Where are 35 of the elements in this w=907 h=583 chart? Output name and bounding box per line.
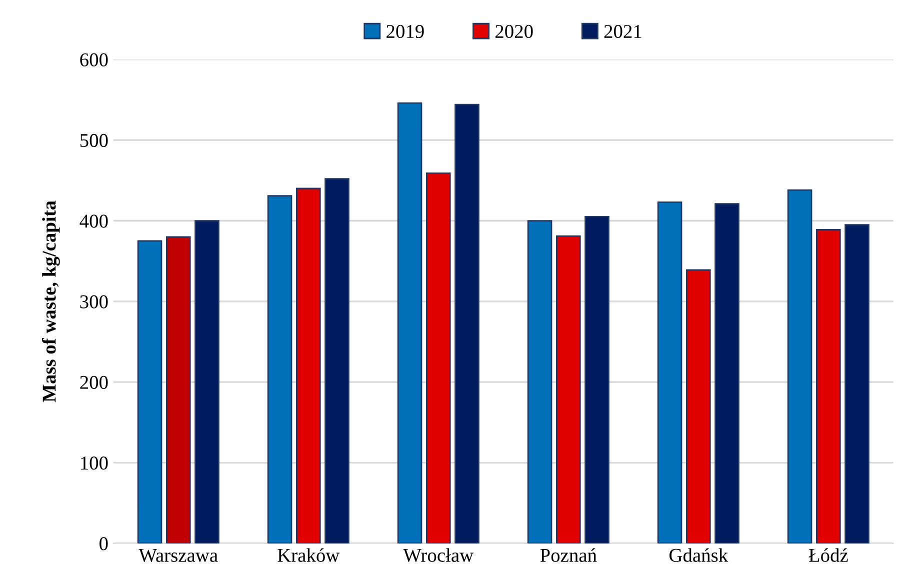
bar	[844, 224, 870, 544]
bar	[324, 178, 350, 544]
bar	[194, 220, 220, 544]
bar	[657, 202, 682, 544]
bar	[556, 235, 581, 544]
bar	[584, 216, 610, 544]
y-tick-label: 0	[100, 537, 108, 550]
bar	[267, 195, 292, 544]
legend-label: 2021	[604, 24, 642, 38]
bar	[137, 240, 162, 544]
bar	[397, 102, 422, 544]
bar	[166, 236, 191, 544]
bar	[296, 188, 321, 544]
legend-label: 2020	[495, 24, 533, 38]
bar	[426, 172, 451, 544]
y-tick-label: 300	[80, 295, 108, 308]
y-tick-label: 100	[81, 456, 108, 470]
x-tick-label: Gdańsk	[669, 548, 728, 562]
y-tick-label: 200	[80, 376, 108, 389]
x-tick-label: Poznań	[540, 548, 597, 562]
y-axis-title: Mass of waste, kg/capita	[42, 200, 60, 402]
y-tick-label: 600	[80, 53, 108, 66]
y-tick-label: 500	[80, 134, 108, 148]
y-tick-label: 400	[80, 214, 108, 228]
bar	[816, 228, 841, 544]
legend-label: 2019	[386, 24, 424, 38]
bar	[454, 104, 480, 544]
x-tick-label: Kraków	[278, 548, 340, 562]
bar	[714, 203, 740, 544]
x-tick-label: Wrocław	[403, 548, 474, 562]
bar	[787, 189, 812, 544]
bar	[527, 220, 552, 544]
x-tick-label: Warszawa	[138, 548, 218, 562]
bar	[686, 269, 711, 544]
x-tick-label: Łódź	[808, 548, 848, 562]
